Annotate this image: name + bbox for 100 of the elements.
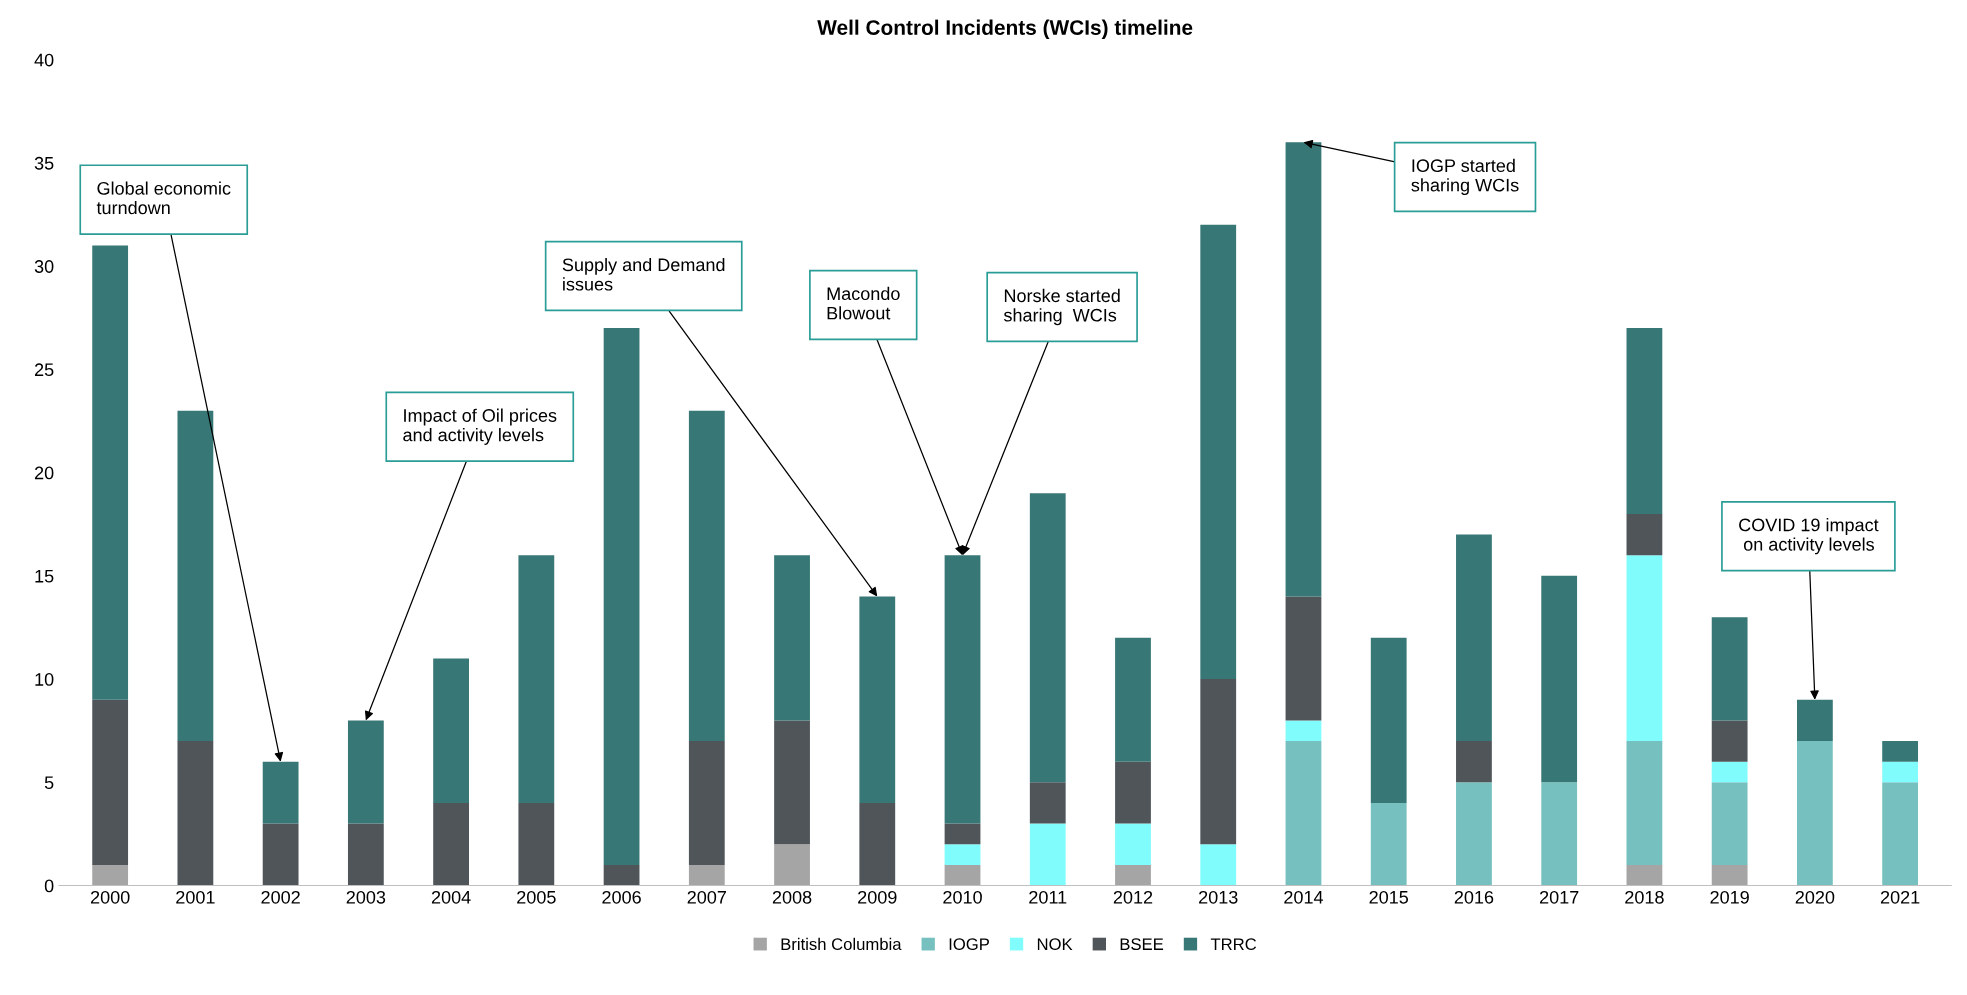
bar (347, 720, 384, 824)
bar (1285, 720, 1322, 742)
bar (1200, 679, 1237, 845)
annotation: Impact of Oil prices and activity levels (403, 408, 557, 445)
bar (1711, 782, 1748, 865)
bar (92, 864, 129, 886)
bar (1626, 555, 1663, 742)
legend-label: IOGP (949, 938, 989, 951)
bar (1115, 823, 1151, 865)
chart-title: Well Control Incidents (WCIs) timeline (817, 19, 1193, 40)
bar (1370, 637, 1407, 803)
x-tick-label: 2003 (346, 890, 386, 904)
bar (518, 802, 555, 886)
bar (433, 658, 469, 803)
bar (1796, 741, 1833, 886)
bar (1285, 142, 1322, 597)
y-tick-label: 35 (34, 156, 54, 170)
x-tick-label: 2013 (1199, 890, 1238, 904)
bar (433, 802, 469, 886)
bar (1285, 741, 1322, 886)
bar (1541, 575, 1578, 783)
y-tick-label: 10 (35, 673, 54, 686)
bar (1711, 761, 1748, 783)
y-tick-label: 40 (34, 53, 54, 67)
y-tick-label: 25 (34, 363, 54, 377)
x-tick-label: 2009 (858, 890, 897, 904)
bar (1029, 823, 1066, 886)
bar (1711, 864, 1748, 886)
bar (177, 410, 214, 742)
bar (859, 802, 896, 886)
legend-label: NOK (1037, 938, 1073, 951)
bar (944, 555, 981, 824)
bar (518, 555, 555, 803)
y-tick-label: 15 (35, 569, 54, 583)
bar (1626, 864, 1663, 886)
bar (177, 741, 214, 886)
annotation: Supply and Demand issues (562, 257, 725, 291)
x-tick-label: 2008 (772, 890, 812, 904)
bar (1796, 699, 1833, 742)
annotation: Norske started sharing WCIs (1003, 288, 1120, 326)
x-tick-label: 2002 (261, 890, 300, 904)
y-tick-label: 0 (44, 879, 54, 893)
bar (1711, 617, 1748, 721)
x-tick-label: 2021 (1880, 890, 1920, 904)
annotation: Global economic turndown (96, 181, 231, 215)
bar (944, 823, 981, 845)
x-tick-label: 2019 (1710, 890, 1749, 904)
bar (1029, 493, 1066, 783)
bar (1882, 782, 1919, 886)
x-tick-label: 2016 (1454, 890, 1494, 904)
bar (774, 555, 810, 721)
annotation: IOGP started sharing WCIs (1411, 158, 1519, 196)
bar (1882, 741, 1919, 762)
x-tick-label: 2017 (1540, 890, 1579, 904)
bar (347, 823, 384, 886)
bar (1200, 844, 1237, 886)
bar (1541, 782, 1578, 886)
bar (1029, 782, 1066, 824)
bar (1370, 802, 1407, 886)
bar (859, 596, 896, 803)
bar (774, 844, 810, 886)
x-tick-label: 2006 (602, 890, 641, 904)
bar (774, 720, 810, 845)
y-tick-label: 5 (44, 776, 54, 790)
bar (688, 864, 725, 886)
bar (1456, 741, 1492, 783)
x-tick-label: 2014 (1284, 890, 1324, 904)
x-tick-label: 2012 (1113, 890, 1153, 904)
annotation: Macondo Blowout (827, 286, 900, 320)
bar (1200, 224, 1237, 680)
bar (92, 245, 129, 700)
bar (603, 864, 640, 886)
bar (1626, 513, 1663, 556)
bar (944, 864, 981, 886)
bar (262, 761, 299, 824)
x-tick-label: 2007 (687, 890, 726, 904)
x-tick-label: 2015 (1369, 890, 1409, 904)
legend-label: British Columbia (781, 937, 902, 951)
bar (1711, 720, 1748, 762)
bar (1285, 596, 1322, 721)
x-tick-label: 2001 (176, 890, 215, 904)
x-tick-label: 2020 (1795, 890, 1835, 904)
bar (1115, 761, 1151, 824)
bar (92, 699, 129, 865)
x-tick-label: 2010 (943, 890, 982, 904)
x-tick-label: 2018 (1625, 890, 1664, 904)
y-tick-label: 20 (34, 466, 54, 480)
bar (1882, 761, 1919, 783)
bar (262, 823, 299, 886)
bar (688, 741, 725, 865)
bar (603, 328, 640, 865)
bar (1626, 328, 1663, 514)
x-tick-label: 2005 (517, 890, 556, 904)
bar (688, 410, 725, 742)
x-tick-label: 2000 (90, 890, 130, 904)
bar (1456, 534, 1492, 742)
legend-label: BSEE (1120, 938, 1164, 951)
bar (1115, 637, 1151, 762)
x-tick-label: 2011 (1029, 890, 1067, 904)
bar (1456, 782, 1492, 886)
